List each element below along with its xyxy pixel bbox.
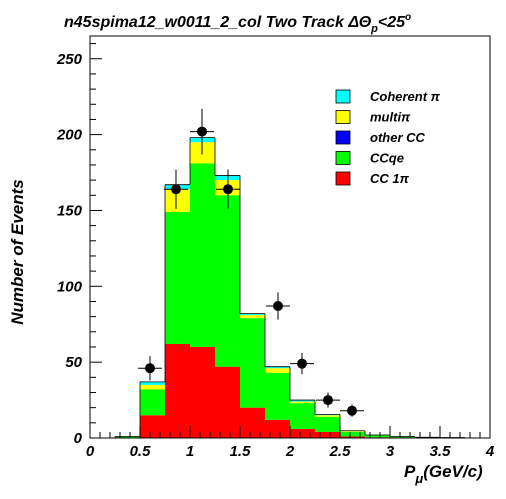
- legend-label-ccqe: CCqe: [370, 151, 404, 166]
- x-tick-label-0: 0: [86, 443, 95, 460]
- bar-cc-1pi-bin-7: [265, 419, 290, 438]
- bar-ccqe-bin-7: [265, 372, 290, 420]
- bar-multipi-bin-7: [265, 368, 290, 373]
- x-tick-label-2: 1: [186, 443, 194, 460]
- bar-cc-1pi-bin-4: [190, 346, 215, 438]
- x-tick-label-6: 3: [386, 443, 395, 460]
- legend-swatch-other-cc: [335, 130, 351, 145]
- data-point-0: [145, 363, 155, 374]
- data-point-4: [273, 301, 283, 312]
- legend: Coherent π multiπ other CC CCqe CC 1π: [335, 89, 441, 186]
- y-tick-label-3: 150: [57, 202, 83, 219]
- y-tick-label-0: 0: [74, 430, 83, 447]
- data-point-1: [171, 184, 181, 195]
- legend-label-coherent-pi: Coherent π: [370, 89, 441, 104]
- bar-coherent-pi-bin-6: [240, 313, 265, 316]
- x-tick-label-3: 1.5: [230, 443, 252, 460]
- y-tick-label-1: 50: [65, 354, 82, 371]
- bar-cc-1pi-bin-2: [140, 415, 165, 438]
- bar-ccqe-bin-3: [165, 211, 190, 344]
- bar-multipi-bin-2: [140, 384, 165, 390]
- legend-swatch-multipi: [335, 110, 351, 124]
- bar-multipi-bin-8: [290, 401, 315, 404]
- legend-label-multipi: multiπ: [370, 110, 411, 125]
- chart-title-delta: ΔΘ: [347, 14, 371, 31]
- data-point-2: [197, 126, 207, 137]
- bar-cc-1pi-bin-3: [165, 343, 190, 438]
- legend-swatch-cc-1pi: [335, 171, 351, 186]
- data-point-6: [323, 395, 333, 406]
- x-axis-label-unit: (GeV/c): [423, 462, 483, 481]
- bar-multipi-bin-3: [165, 189, 190, 212]
- data-point-3: [223, 184, 233, 195]
- bar-cc-1pi-bin-5: [215, 366, 240, 438]
- x-tick-label-7: 3.5: [430, 443, 452, 460]
- bar-cc-1pi-bin-10: [340, 436, 365, 438]
- bar-multipi-bin-6: [240, 315, 265, 319]
- bar-coherent-pi-bin-2: [140, 381, 165, 385]
- bar-multipi-bin-9: [315, 415, 340, 417]
- x-tick-label-1: 0.5: [130, 443, 152, 460]
- legend-label-cc-1pi: CC 1π: [370, 171, 410, 186]
- y-tick-label-4: 200: [56, 127, 83, 144]
- bar-ccqe-bin-2: [140, 389, 165, 416]
- x-axis-label-subscript: μ: [414, 471, 423, 486]
- bar-ccqe-bin-11: [365, 434, 390, 438]
- bar-multipi-bin-10: [340, 431, 365, 432]
- bar-ccqe-bin-4: [190, 163, 215, 347]
- bar-ccqe-bin-10: [340, 431, 365, 437]
- data-points: [138, 108, 364, 417]
- chart-title: n45spima12_w0011_2_col Two Track ΔΘp<25o: [64, 12, 411, 35]
- legend-swatch-coherent-pi: [335, 89, 351, 104]
- x-tick-label-5: 2.5: [329, 443, 352, 460]
- bar-ccqe-bin-12: [390, 436, 415, 438]
- histogram-bars: [114, 137, 465, 438]
- x-tick-label-4: 2: [285, 443, 295, 460]
- legend-swatch-ccqe: [335, 151, 351, 165]
- chart-title-cut: <25: [378, 14, 406, 31]
- bar-coherent-pi-bin-7: [265, 366, 290, 369]
- data-point-5: [297, 358, 307, 369]
- bar-ccqe-bin-8: [290, 403, 315, 429]
- chart-title-subscript: p: [370, 23, 378, 35]
- bar-cc-1pi-bin-8: [290, 428, 315, 438]
- y-axis-label: Number of Events: [8, 179, 27, 324]
- bar-cc-1pi-bin-9: [315, 431, 340, 438]
- bar-coherent-pi-bin-8: [290, 400, 315, 402]
- x-tick-label-8: 4: [485, 443, 495, 460]
- x-axis-label-main: P: [404, 462, 416, 481]
- legend-label-other-cc: other CC: [370, 130, 426, 145]
- chart-title-degree: o: [405, 12, 411, 23]
- data-point-7: [347, 405, 357, 416]
- x-axis-label: Pμ(GeV/c): [404, 462, 483, 486]
- y-tick-label-2: 100: [57, 278, 83, 295]
- bar-cc-1pi-bin-6: [240, 407, 265, 438]
- chart-title-text: n45spima12_w0011_2_col Two Track: [64, 14, 348, 31]
- bar-ccqe-bin-1: [115, 436, 140, 438]
- bar-ccqe-bin-5: [215, 195, 240, 367]
- axes: 0 0.5 1 1.5 2 2.5 3 3.5 4 0 50 100 150 200 250: [56, 35, 495, 460]
- bar-ccqe-bin-9: [315, 416, 340, 432]
- y-tick-label-5: 250: [56, 51, 83, 68]
- bar-ccqe-bin-6: [240, 318, 265, 408]
